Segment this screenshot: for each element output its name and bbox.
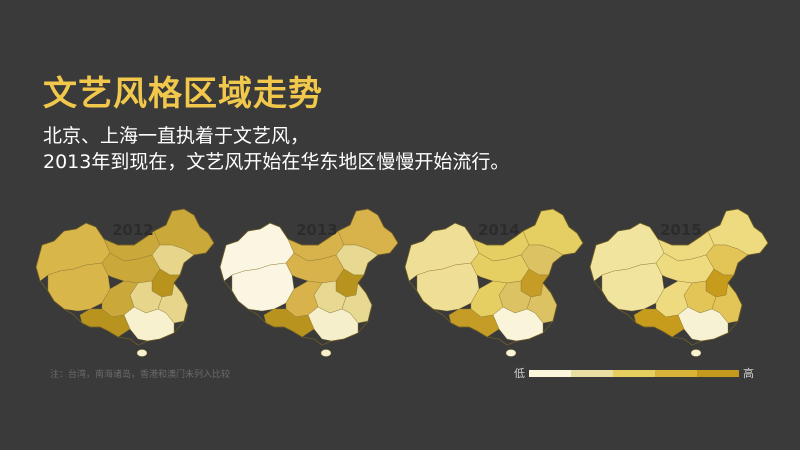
legend-segment <box>571 369 613 377</box>
island-region <box>690 349 702 357</box>
map-2015: 2015 <box>588 205 778 365</box>
map-2014: 2014 <box>403 205 593 365</box>
country-outline <box>35 208 215 346</box>
legend-segment <box>529 369 571 377</box>
island-region <box>505 349 517 357</box>
legend-segment <box>613 369 655 377</box>
map-year-label: 2013 <box>296 221 338 239</box>
subtitle-line-1: 北京、上海一直执着于文艺风， <box>43 125 310 147</box>
island-region <box>136 349 148 357</box>
map-year-label: 2015 <box>660 221 702 239</box>
legend-low-label: 低 <box>514 367 525 380</box>
legend-high-label: 高 <box>743 367 754 380</box>
island-region <box>320 349 332 357</box>
subtitle-line-2: 2013年到现在，文艺风开始在华东地区慢慢开始流行。 <box>43 151 510 173</box>
map-2013: 2013 <box>218 205 408 365</box>
footnote: 注：台湾，南海诸岛，香港和澳门未列入比较 <box>50 370 231 380</box>
legend-segment <box>697 369 739 377</box>
color-legend: 低 高 <box>514 366 754 380</box>
china-map-2013 <box>219 208 399 357</box>
map-year-label: 2014 <box>478 221 520 239</box>
china-map-2015 <box>589 208 769 357</box>
page-title: 文艺风格区域走势 <box>43 74 323 114</box>
country-outline <box>589 208 769 346</box>
country-outline <box>219 208 399 346</box>
legend-bar <box>529 369 739 377</box>
map-year-label: 2012 <box>112 221 154 239</box>
page-subtitle: 北京、上海一直执着于文艺风， 2013年到现在，文艺风开始在华东地区慢慢开始流行… <box>43 123 509 175</box>
china-map-2012 <box>35 208 215 357</box>
china-map-2014 <box>404 208 584 357</box>
legend-segment <box>655 369 697 377</box>
map-2012: 2012 <box>34 205 224 365</box>
country-outline <box>404 208 584 346</box>
